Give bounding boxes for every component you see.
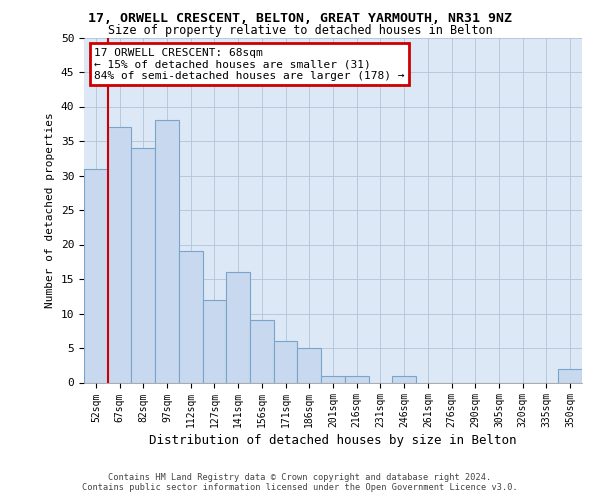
Bar — [226, 272, 250, 382]
Bar — [250, 320, 274, 382]
Bar — [274, 341, 298, 382]
Bar — [392, 376, 416, 382]
Bar — [298, 348, 321, 382]
Y-axis label: Number of detached properties: Number of detached properties — [45, 112, 55, 308]
Bar — [203, 300, 226, 382]
Bar — [84, 168, 108, 382]
X-axis label: Distribution of detached houses by size in Belton: Distribution of detached houses by size … — [149, 434, 517, 448]
Text: Size of property relative to detached houses in Belton: Size of property relative to detached ho… — [107, 24, 493, 37]
Bar — [155, 120, 179, 382]
Text: 17, ORWELL CRESCENT, BELTON, GREAT YARMOUTH, NR31 9NZ: 17, ORWELL CRESCENT, BELTON, GREAT YARMO… — [88, 12, 512, 26]
Bar — [345, 376, 368, 382]
Bar — [558, 368, 582, 382]
Bar — [321, 376, 345, 382]
Text: Contains HM Land Registry data © Crown copyright and database right 2024.
Contai: Contains HM Land Registry data © Crown c… — [82, 473, 518, 492]
Bar — [179, 252, 203, 382]
Text: 17 ORWELL CRESCENT: 68sqm
← 15% of detached houses are smaller (31)
84% of semi-: 17 ORWELL CRESCENT: 68sqm ← 15% of detac… — [94, 48, 404, 81]
Bar — [131, 148, 155, 382]
Bar — [108, 127, 131, 382]
